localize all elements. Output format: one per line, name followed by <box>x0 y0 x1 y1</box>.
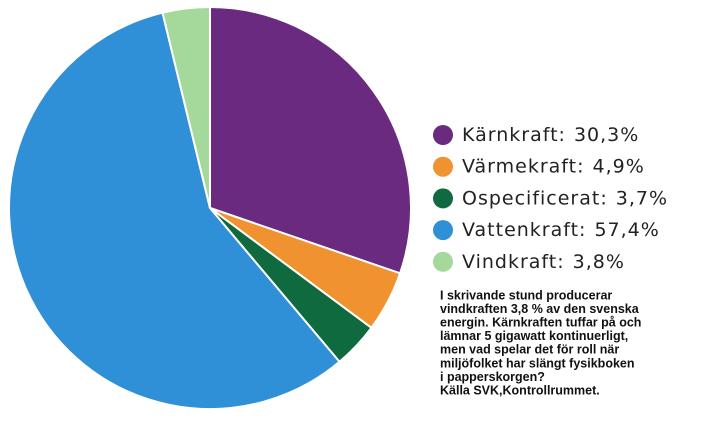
legend-label: Ospecificerat: 3,7% <box>462 187 668 209</box>
annotation-line: lämnar 5 gigawatt kontinuerligt, <box>440 329 628 343</box>
legend-label: Värmekraft: 4,9% <box>462 155 645 177</box>
legend-value: 57,4% <box>594 219 659 241</box>
annotation-line: I skrivande stund producerar <box>440 288 612 302</box>
legend-name: Kärnkraft: <box>462 124 566 146</box>
annotation-line: miljöfolket har slängt fysikboken <box>440 356 635 370</box>
legend-marker <box>433 125 453 145</box>
annotation-line: vindkraften 3,8 % av den svenska <box>440 302 640 316</box>
legend-label: Kärnkraft: 30,3% <box>462 124 639 146</box>
legend-value: 3,7% <box>616 187 668 209</box>
legend-name: Vattenkraft: <box>462 219 586 241</box>
legend-name: Värmekraft: <box>462 155 585 177</box>
legend-marker <box>433 156 453 177</box>
legend-marker <box>433 251 453 272</box>
legend-value: 3,8% <box>573 250 625 272</box>
legend-marker <box>433 220 453 241</box>
legend-label: Vattenkraft: 57,4% <box>462 219 660 241</box>
pie-slice <box>209 5 412 275</box>
annotation-line: i papperskorgen? <box>440 370 545 384</box>
legend-label: Vindkraft: 3,8% <box>462 250 625 272</box>
legend-name: Vindkraft: <box>462 250 565 272</box>
annotation-line: Källa SVK,Kontrollrummet. <box>440 383 600 397</box>
annotation-line: men vad spelar det för roll när <box>440 343 619 357</box>
legend-value: 30,3% <box>574 124 639 146</box>
legend-marker <box>433 188 453 209</box>
pie-slice <box>8 11 341 410</box>
legend-name: Ospecificerat: <box>462 187 608 209</box>
pie-slice <box>161 5 211 209</box>
annotation-line: energin. Kärnkraften tuffar på och <box>440 315 641 329</box>
legend-value: 4,9% <box>593 155 645 177</box>
